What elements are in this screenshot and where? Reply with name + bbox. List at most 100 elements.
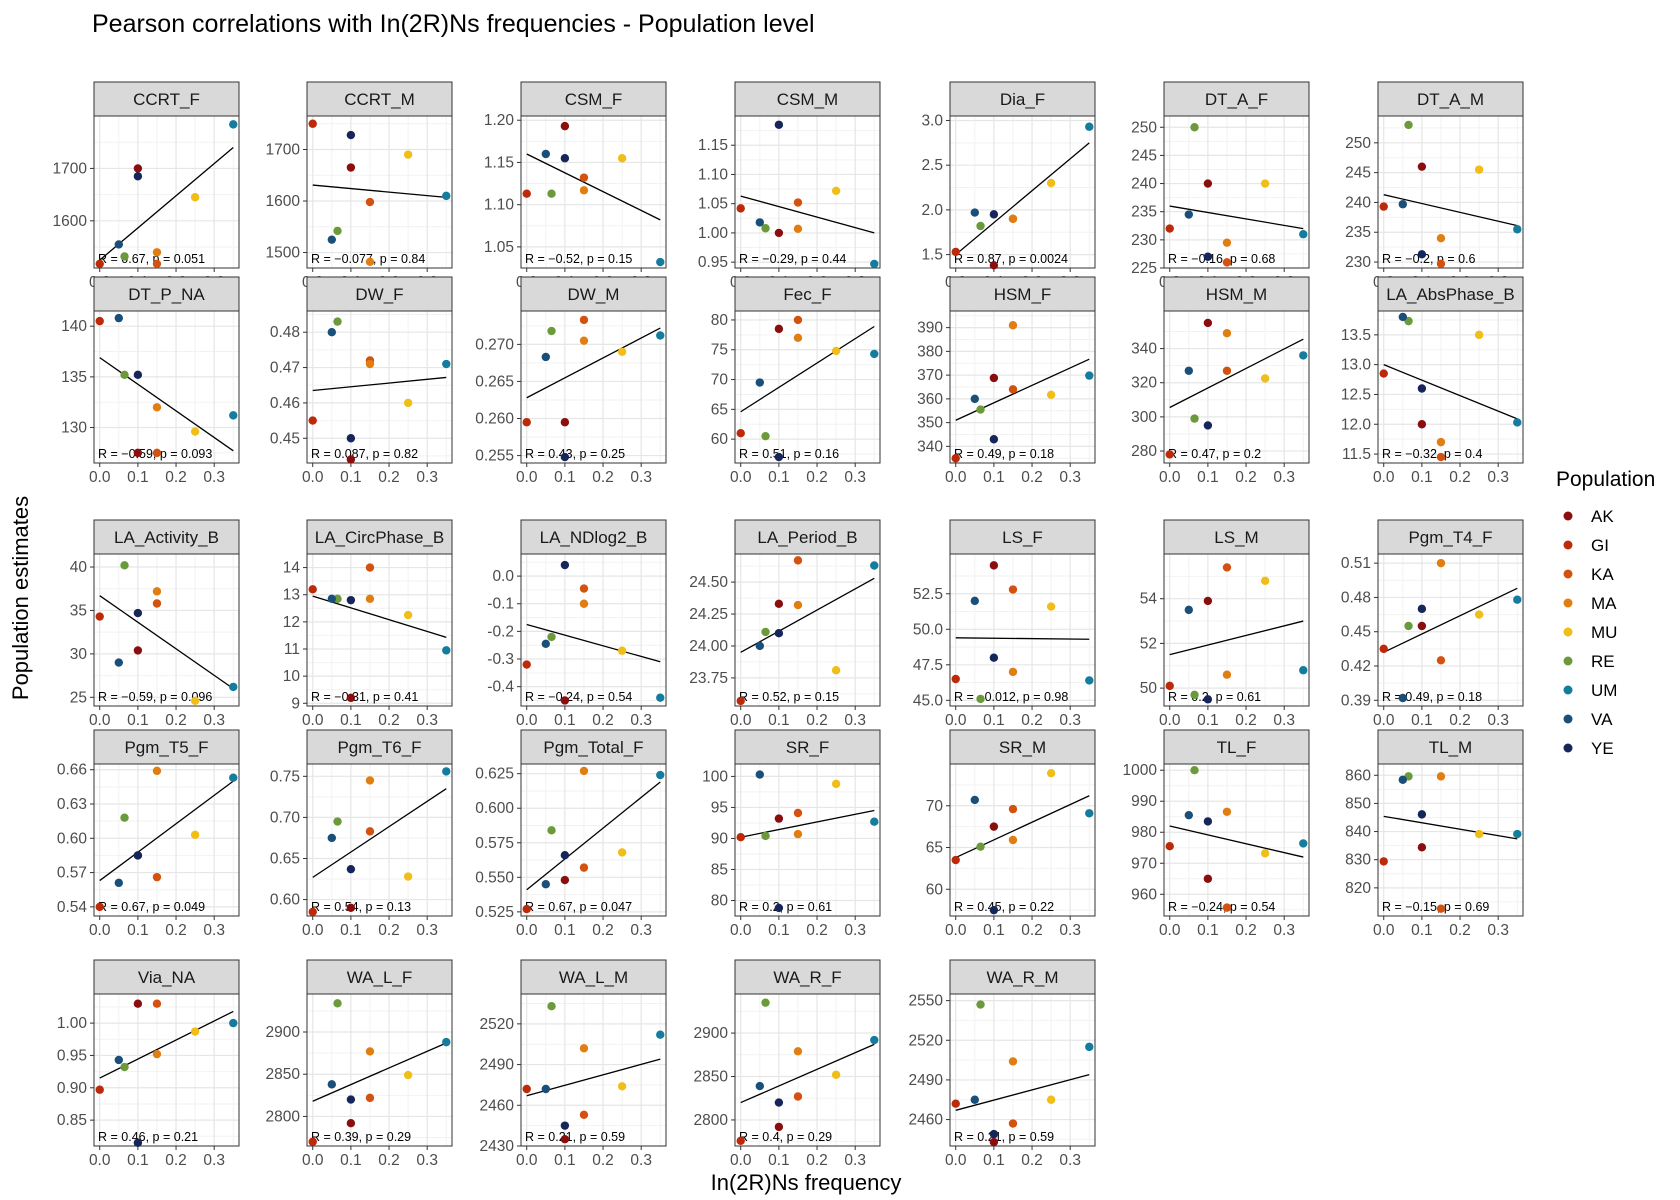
data-point-AK — [774, 324, 784, 334]
x-tick-label: 0.2 — [378, 469, 400, 486]
y-tick-label: 0.45 — [1341, 624, 1371, 641]
x-tick-label: 0.2 — [1021, 1152, 1043, 1169]
facet-panel-LA_AbsPhase_B: LA_AbsPhase_B 0.0 0.1 0.2 0.3 11.5 12.0 12.5 13.… — [1341, 276, 1524, 486]
regression-line — [1169, 825, 1304, 858]
data-point-VA — [755, 378, 765, 387]
facet-strip — [949, 81, 1096, 117]
y-tick-label: 75 — [711, 342, 728, 359]
data-point-RE — [1404, 621, 1413, 631]
y-tick-label: 0.600 — [475, 800, 514, 817]
regression-line — [99, 146, 234, 261]
x-tick-label: 0.3 — [1487, 712, 1509, 729]
facet-strip — [306, 81, 453, 117]
facet-panel-WA_L_F: WA_L_F 0.0 0.1 0.2 0.3 2800 2850 2900 R = 0.39, … — [266, 959, 453, 1169]
data-point-UM — [1513, 595, 1522, 604]
y-tick-label: 860 — [1345, 767, 1371, 784]
y-tick-label: 3.0 — [921, 112, 943, 129]
x-tick-label: 0.0 — [516, 1152, 538, 1169]
x-tick-label: 0.0 — [302, 469, 324, 486]
panel-background — [1164, 116, 1309, 268]
facet-panel-Fec_F: Fec_F 0.0 0.1 0.2 0.3 60 65 70 75 80 R = 0.51, p =… — [711, 276, 881, 486]
facet-panel-Pgm_T6_F: Pgm_T6_F 0.0 0.1 0.2 0.3 0.60 0.65 0.70 0.75 R = … — [270, 729, 453, 939]
data-point-GI — [1165, 681, 1174, 691]
x-tick-label: 0.2 — [165, 1152, 187, 1169]
data-point-AK — [1203, 596, 1213, 606]
facet-strip-label: LA_AbsPhase_B — [1386, 285, 1515, 304]
panel-border — [1163, 310, 1310, 464]
data-point-MU — [1260, 576, 1270, 586]
data-point-VA — [114, 658, 124, 667]
panel-border — [520, 115, 667, 269]
chart-title: Pearson correlations with In(2R)Ns frequ… — [92, 10, 815, 38]
panel-background — [735, 764, 880, 916]
legend-swatch-YE — [1563, 743, 1573, 753]
y-tick-label: 0.85 — [57, 1112, 87, 1129]
panel-border — [734, 553, 881, 707]
data-point-YE — [774, 1098, 784, 1107]
data-point-MA — [152, 403, 162, 412]
x-tick-label: 0.2 — [592, 469, 614, 486]
data-point-VA — [755, 770, 765, 779]
data-point-AK — [346, 1119, 356, 1128]
y-tick-label: 23.75 — [689, 670, 728, 687]
data-point-MA — [579, 599, 589, 608]
regression-line — [1169, 205, 1304, 230]
panel-background — [94, 764, 239, 916]
data-point-AK — [560, 696, 570, 705]
legend-title: Population — [1556, 468, 1655, 491]
data-point-KA — [793, 808, 803, 818]
y-tick-label: 0.39 — [1341, 692, 1371, 709]
data-point-MA — [793, 829, 803, 839]
legend-label-RE: RE — [1591, 652, 1615, 671]
correlation-annotation: R = 0.54, p = 0.13 — [311, 900, 411, 914]
data-point-GI — [1165, 842, 1174, 851]
data-point-GI — [1379, 857, 1388, 866]
legend-label-YE: YE — [1591, 739, 1614, 758]
data-point-UM — [229, 411, 238, 420]
data-point-KA — [152, 259, 162, 269]
data-point-VA — [970, 596, 980, 606]
y-tick-label: 0.525 — [475, 904, 514, 921]
panel-border — [734, 310, 881, 464]
x-tick-label: 0.1 — [983, 1152, 1005, 1169]
x-tick-label: 0.2 — [1021, 922, 1043, 939]
facet-panel-LS_M: LS_M 0.0 0.1 0.2 0.3 50 52 54 R = 0.2, p = 0.61 — [1140, 519, 1310, 729]
facet-strip-label: Pgm_T4_F — [1408, 528, 1492, 547]
y-tick-label: -0.4 — [487, 679, 514, 696]
panel-border — [949, 993, 1096, 1147]
y-tick-label: 0.66 — [57, 762, 87, 779]
x-tick-label: 0.2 — [165, 712, 187, 729]
facet-panel-LA_Activity_B: LA_Activity_B 0.0 0.1 0.2 0.3 25 30 35 40 R = −0.… — [70, 519, 240, 729]
panel-background — [521, 994, 666, 1146]
data-point-VA — [327, 235, 337, 244]
y-tick-label: 380 — [917, 343, 943, 360]
facet-strip-label: WA_R_M — [986, 968, 1058, 987]
data-point-KA — [793, 556, 803, 565]
data-point-RE — [1190, 766, 1199, 775]
data-point-MA — [579, 1044, 589, 1053]
y-tick-label: 52.5 — [913, 586, 943, 603]
y-tick-label: 225 — [1131, 260, 1157, 277]
y-tick-label: 1.05 — [484, 239, 514, 256]
facet-panels: CCRT_F 0.0 0.1 0.2 0.3 1600 1700 R = 0.67, p = … — [53, 81, 1524, 1169]
facet-strip-label: DT_A_M — [1417, 90, 1484, 109]
x-tick-label: 0.1 — [554, 922, 576, 939]
facet-panel-LA_NDlog2_B: LA_NDlog2_B 0.0 0.1 0.2 0.3 -0.4 -0.3 -0.2 -0.1 0… — [487, 519, 667, 729]
data-point-UM — [1299, 351, 1308, 360]
panel-background — [950, 994, 1095, 1146]
data-point-AK — [560, 1135, 570, 1144]
correlation-annotation: R = 0.4, p = 0.29 — [739, 1130, 832, 1144]
correlation-annotation: R = 0.21, p = 0.59 — [954, 1130, 1054, 1144]
y-tick-label: 2900 — [694, 1025, 729, 1042]
facet-strip-label: LA_Activity_B — [114, 528, 219, 547]
data-point-AK — [346, 455, 356, 464]
y-tick-label: 65 — [711, 401, 728, 418]
data-point-VA — [327, 1080, 337, 1089]
facet-panel-CCRT_F: CCRT_F0.00.10.20.316001700R = 0.67, p = … — [53, 81, 240, 291]
facet-strip-label: DW_F — [355, 285, 403, 304]
data-point-YE — [133, 851, 143, 860]
facet-strip — [734, 519, 881, 555]
y-tick-label: 13.0 — [1341, 357, 1372, 374]
